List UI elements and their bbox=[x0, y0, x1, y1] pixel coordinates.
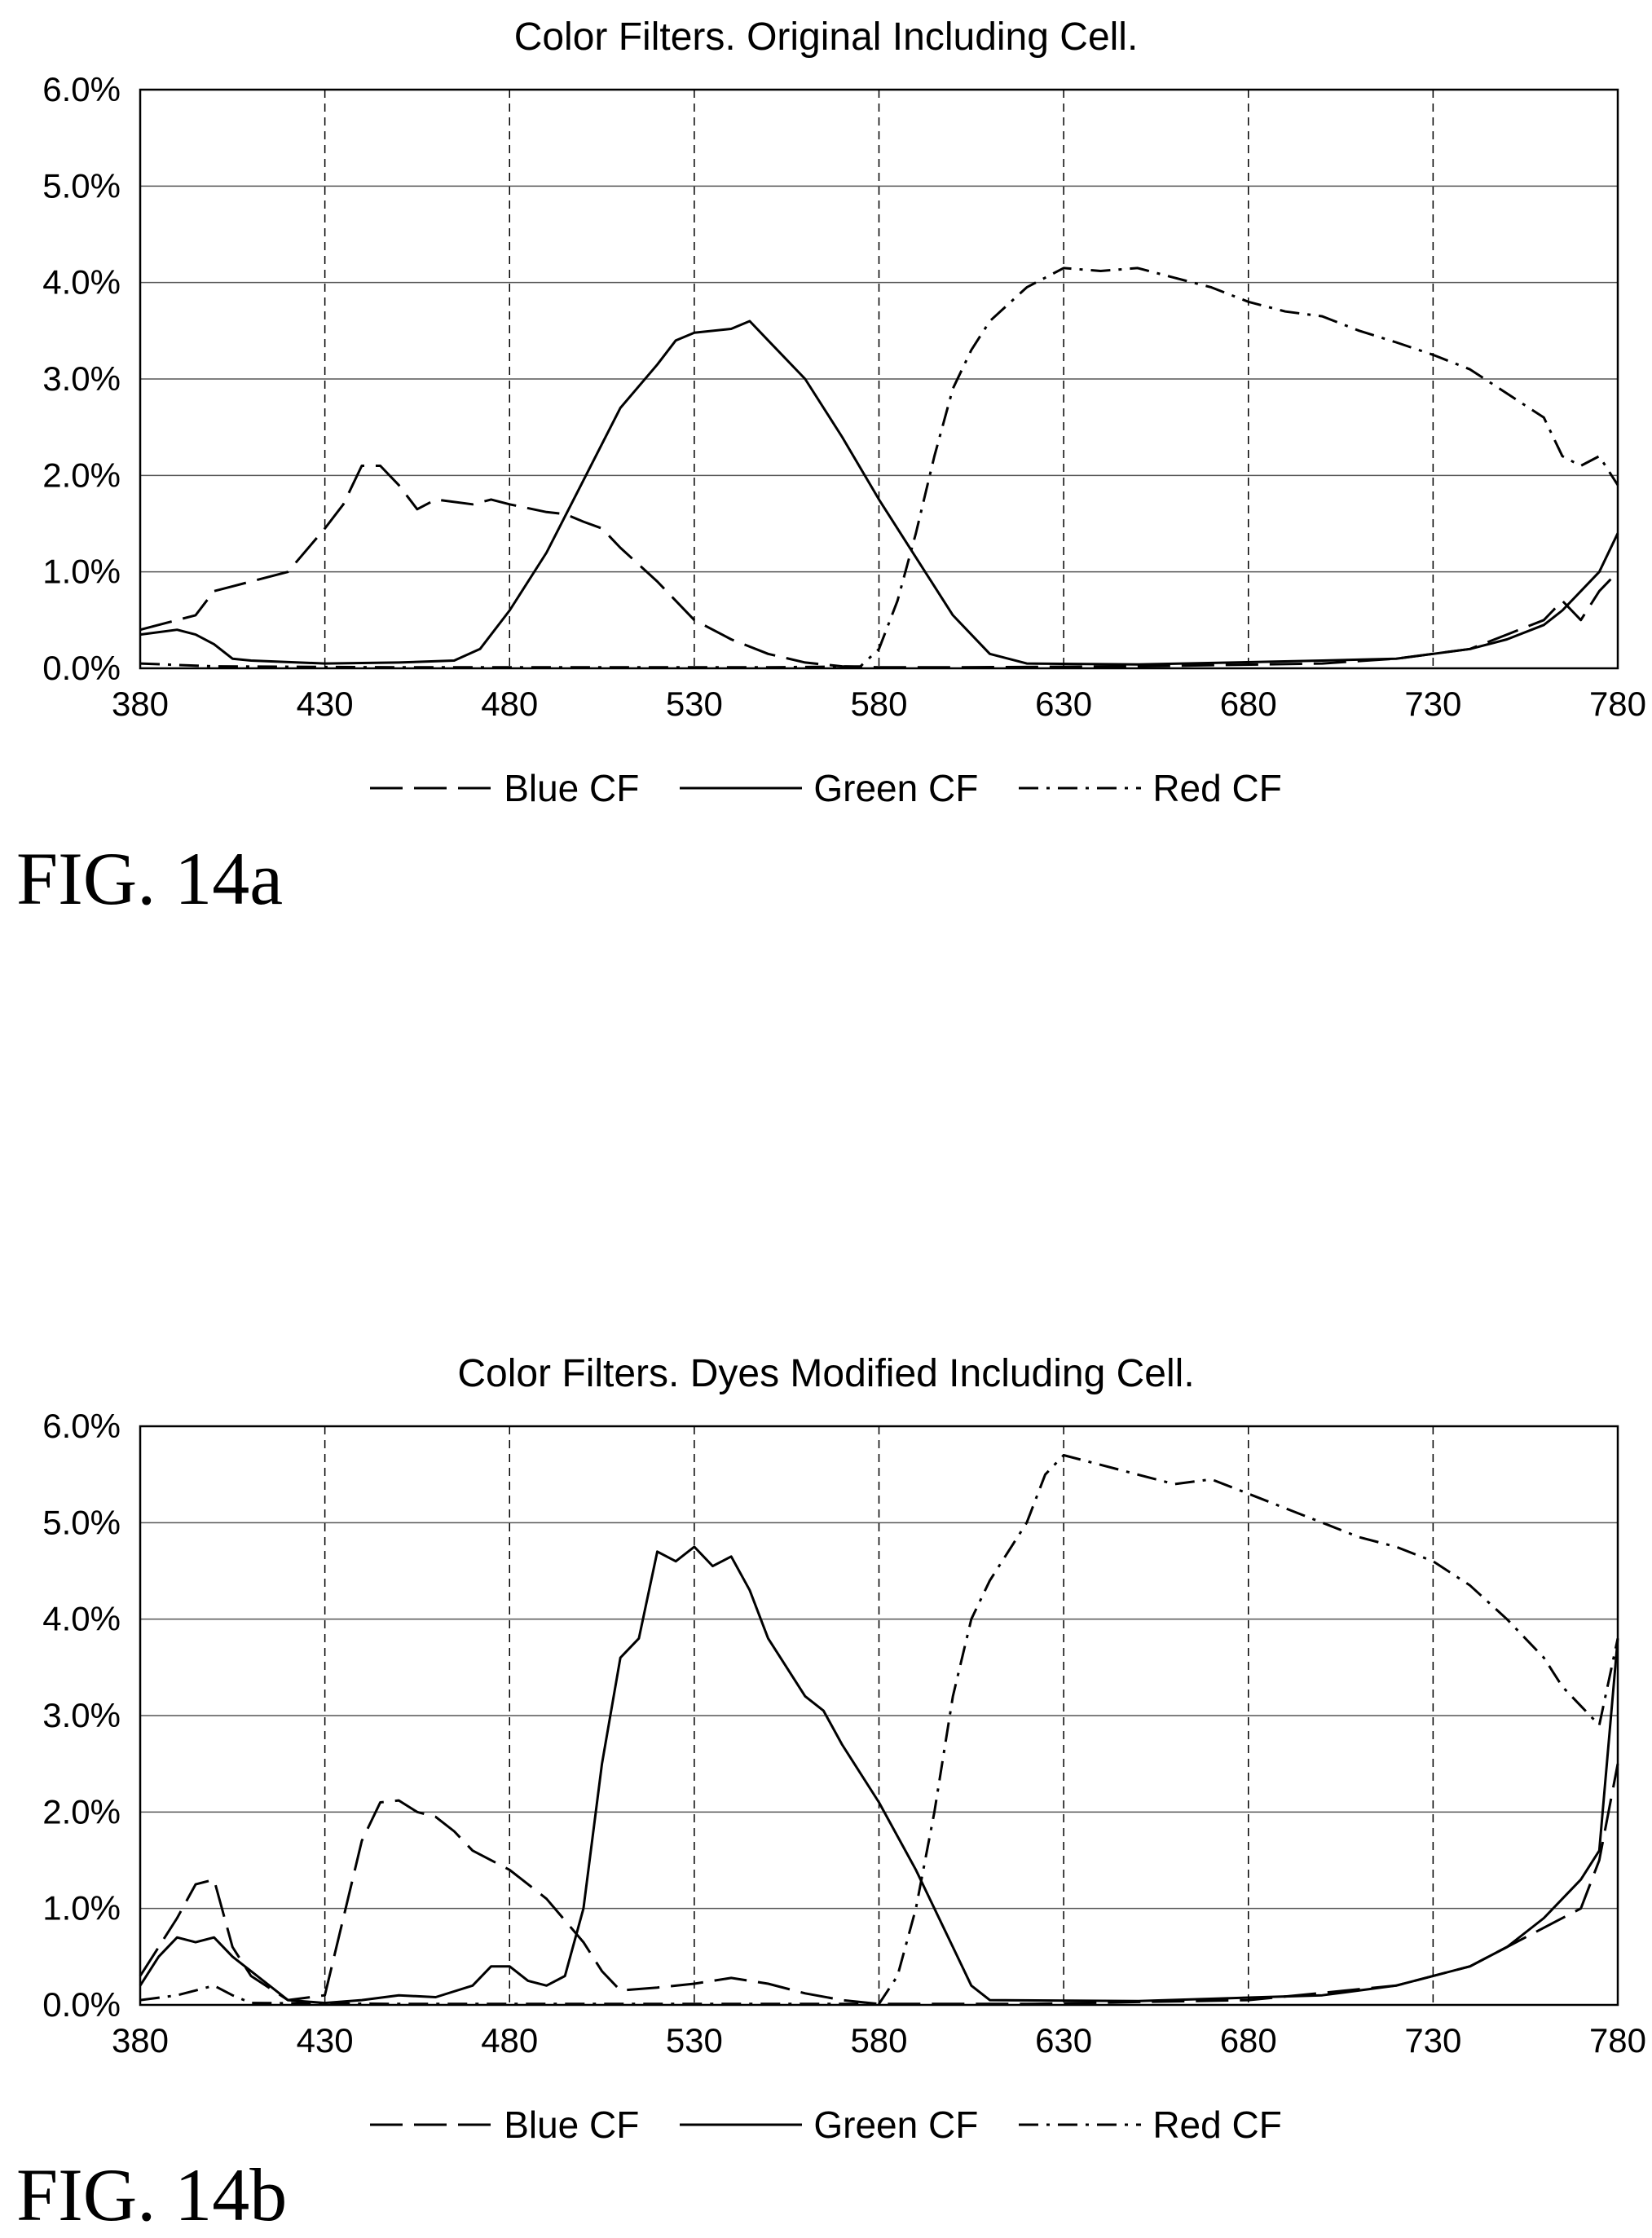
legend-swatch-solid bbox=[680, 2123, 803, 2126]
y-tick-label: 6.0% bbox=[42, 1407, 121, 1445]
series-line-red-cf bbox=[139, 1454, 1619, 2006]
y-tick-label: 1.0% bbox=[42, 1889, 121, 1927]
x-tick-label: 530 bbox=[666, 685, 723, 723]
legend-item-green-cf: Green CF bbox=[680, 766, 978, 810]
x-tick-label: 480 bbox=[481, 2021, 538, 2060]
x-tick-label: 430 bbox=[297, 685, 354, 723]
legend-label: Red CF bbox=[1152, 2104, 1282, 2146]
x-tick-label: 680 bbox=[1220, 685, 1277, 723]
legend-label: Green CF bbox=[813, 767, 979, 809]
legend-label: Green CF bbox=[813, 2104, 979, 2146]
y-tick-label: 6.0% bbox=[42, 70, 121, 108]
x-tick-label: 430 bbox=[297, 2021, 354, 2060]
legend-label: Red CF bbox=[1152, 767, 1282, 809]
figure-label: FIG. 14b bbox=[16, 2153, 288, 2236]
legend-swatch-long-dash bbox=[370, 786, 493, 790]
x-tick-label: 630 bbox=[1035, 685, 1092, 723]
series-line-red-cf bbox=[139, 267, 1619, 669]
y-tick-label: 2.0% bbox=[42, 1792, 121, 1830]
x-tick-label: 580 bbox=[850, 2021, 907, 2060]
y-tick-label: 5.0% bbox=[42, 1503, 121, 1541]
y-tick-label: 4.0% bbox=[42, 263, 121, 302]
x-tick-label: 580 bbox=[850, 685, 907, 723]
series-line-green-cf bbox=[139, 1545, 1619, 2005]
legend-swatch-dash-dot bbox=[1019, 2123, 1142, 2126]
legend-item-red-cf: Red CF bbox=[1019, 2103, 1282, 2147]
legend-swatch-solid bbox=[680, 786, 803, 790]
chart-title: Color Filters. Dyes Modified Including C… bbox=[457, 1352, 1195, 1395]
chart-legend: Blue CF Green CF Red CF bbox=[0, 2103, 1652, 2147]
x-tick-label: 530 bbox=[666, 2021, 723, 2060]
x-tick-label: 780 bbox=[1589, 2021, 1646, 2060]
legend-item-green-cf: Green CF bbox=[680, 2103, 978, 2147]
x-tick-label: 630 bbox=[1035, 2021, 1092, 2060]
y-tick-label: 4.0% bbox=[42, 1600, 121, 1638]
x-tick-label: 380 bbox=[112, 685, 169, 723]
figure-14b: Color Filters. Dyes Modified Including C… bbox=[0, 1337, 1652, 2237]
x-tick-label: 780 bbox=[1589, 685, 1646, 723]
x-tick-label: 730 bbox=[1404, 685, 1461, 723]
x-tick-label: 680 bbox=[1220, 2021, 1277, 2060]
legend-label: Blue CF bbox=[504, 767, 640, 809]
chart-title: Color Filters. Original Including Cell. bbox=[513, 15, 1139, 59]
legend-item-blue-cf: Blue CF bbox=[370, 2103, 639, 2147]
chart-plot-area: 0.0% 1.0% 2.0% 3.0% 4.0% 5.0% 6.0% 380 430 480 530… bbox=[42, 1407, 1646, 2060]
y-tick-label: 5.0% bbox=[42, 166, 121, 205]
legend-item-blue-cf: Blue CF bbox=[370, 766, 639, 810]
legend-item-red-cf: Red CF bbox=[1019, 766, 1282, 810]
y-tick-label: 1.0% bbox=[42, 553, 121, 591]
y-tick-label: 0.0% bbox=[42, 649, 121, 687]
y-tick-label: 3.0% bbox=[42, 359, 121, 398]
figure-label: FIG. 14a bbox=[16, 837, 284, 920]
series-line-green-cf bbox=[139, 319, 1619, 666]
y-tick-label: 3.0% bbox=[42, 1696, 121, 1734]
x-tick-label: 730 bbox=[1404, 2021, 1461, 2060]
figure-14a: Color Filters. Original Including Cell. … bbox=[0, 0, 1652, 1060]
legend-label: Blue CF bbox=[504, 2104, 640, 2146]
chart-legend: Blue CF Green CF Red CF bbox=[0, 766, 1652, 810]
legend-swatch-long-dash bbox=[370, 2123, 493, 2126]
x-tick-label: 480 bbox=[481, 685, 538, 723]
legend-swatch-dash-dot bbox=[1019, 786, 1142, 790]
y-tick-label: 2.0% bbox=[42, 456, 121, 494]
chart-plot-area: 0.0% 1.0% 2.0% 3.0% 4.0% 5.0% 6.0% 380 430 480 530… bbox=[42, 70, 1646, 723]
y-tick-label: 0.0% bbox=[42, 1985, 121, 2024]
x-tick-label: 380 bbox=[112, 2021, 169, 2060]
